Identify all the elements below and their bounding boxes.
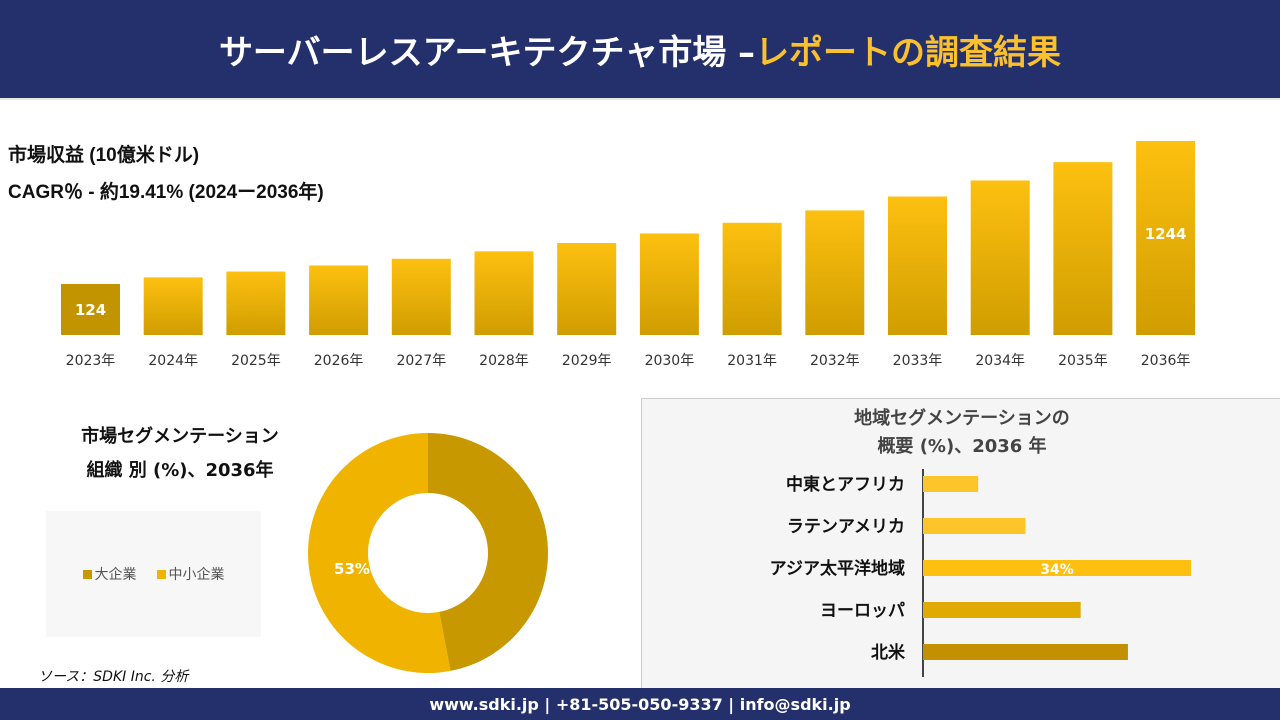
bar-中東とアフリカ (923, 476, 979, 492)
x-tick-label: 2027年 (396, 353, 446, 369)
category-label: ラテンアメリカ (787, 517, 905, 537)
bar-ラテンアメリカ (923, 518, 1026, 534)
source-note: ソース：SDKI Inc. 分析 (38, 669, 189, 685)
x-tick-label: 2024年 (148, 353, 198, 369)
legend-label: 中小企業 (168, 567, 225, 583)
footer-contact: www.sdki.jp | +81-505-050-9337 | info@sd… (0, 688, 1280, 720)
donut-slice-大企業 (428, 433, 549, 671)
category-label: アジア太平洋地域 (770, 558, 905, 579)
cagr-label: CAGR％ - 約19.41% (2024ー2036年) (8, 182, 324, 203)
bar-data-label: 1244 (1145, 225, 1187, 243)
bar-2023年 (61, 284, 120, 335)
bar-北米 (923, 644, 1128, 660)
category-label: 北米 (871, 642, 906, 663)
bar-アジア太平洋地域 (923, 560, 1191, 576)
x-tick-label: 2029年 (562, 353, 612, 369)
bar-data-label: 124 (75, 301, 106, 319)
region-title: 地域セグメンテーションの 概要 (%)、2036 年 (792, 405, 1132, 461)
bar-2033年 (888, 196, 947, 335)
organization-donut-chart: 53% (308, 433, 549, 673)
donut-legend: 大企業 中小企業 (46, 511, 261, 637)
category-label: ヨーロッパ (820, 601, 905, 621)
legend-label: 大企業 (94, 567, 137, 583)
x-tick-label: 2030年 (645, 353, 695, 369)
bar-ヨーロッパ (923, 602, 1081, 618)
region-panel: 地域セグメンテーションの 概要 (%)、2036 年 中東とアフリカ ラテンアメリ… (641, 398, 1280, 688)
bar-2028年 (474, 251, 534, 335)
region-title-line1: 地域セグメンテーションの (854, 408, 1070, 429)
x-tick-label: 2026年 (314, 353, 364, 369)
legend-swatch (82, 569, 92, 579)
donut-slice-中小企業 (308, 433, 451, 673)
bar-2031年 (722, 222, 782, 335)
bar-2032年 (805, 210, 865, 335)
revenue-label: 市場収益 (10億米ドル) (8, 145, 200, 166)
revenue-bar-chart: 2023年 124 2024年 2025年 2026年 2027年 2028年 2029年 20… (61, 141, 1196, 369)
x-tick-label: 2025年 (231, 353, 281, 369)
x-tick-label: 2032年 (810, 353, 860, 369)
donut-data-label: 53% (334, 560, 370, 578)
segment-title-line2: 組織 別 (%)、2036年 (86, 460, 274, 481)
legend-swatch (156, 569, 166, 579)
segment-title-line1: 市場セグメンテーション (81, 426, 279, 447)
x-tick-label: 2028年 (479, 353, 529, 369)
x-tick-label: 2031年 (727, 353, 777, 369)
x-tick-label: 2023年 (66, 353, 116, 369)
bar-data-label: 34% (1040, 562, 1074, 578)
segment-panel: 市場セグメンテーション 組織 別 (%)、2036年 大企業 中小企業 53% … (0, 398, 640, 688)
region-title-line2: 概要 (%)、2036 年 (877, 436, 1047, 457)
x-tick-label: 2034年 (975, 353, 1025, 369)
bar-2027年 (391, 258, 451, 335)
legend-item: 大企業 (82, 564, 137, 584)
bar-2024年 (143, 277, 203, 335)
bar-2036年 (1136, 141, 1196, 335)
page-title-highlight: レポートの調査結果 (755, 32, 1062, 73)
legend-item: 中小企業 (156, 564, 225, 584)
x-tick-label: 2036年 (1141, 353, 1191, 369)
bar-2034年 (970, 180, 1030, 335)
bar-2029年 (557, 242, 617, 335)
page-title: サーバーレスアーキテクチャ市場 – (218, 32, 756, 73)
segment-title: 市場セグメンテーション 組織 別 (%)、2036年 (40, 420, 320, 488)
bar-2026年 (309, 265, 369, 335)
x-tick-label: 2033年 (893, 353, 943, 369)
bar-2035年 (1053, 162, 1113, 335)
header-banner: サーバーレスアーキテクチャ市場 – レポートの調査結果 (0, 0, 1280, 100)
x-tick-label: 2035年 (1058, 353, 1108, 369)
bar-2030年 (639, 233, 699, 335)
category-label: 中東とアフリカ (786, 474, 905, 495)
bar-2025年 (226, 271, 286, 335)
